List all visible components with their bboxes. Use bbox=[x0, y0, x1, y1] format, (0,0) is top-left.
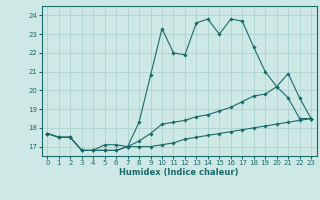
X-axis label: Humidex (Indice chaleur): Humidex (Indice chaleur) bbox=[119, 168, 239, 177]
